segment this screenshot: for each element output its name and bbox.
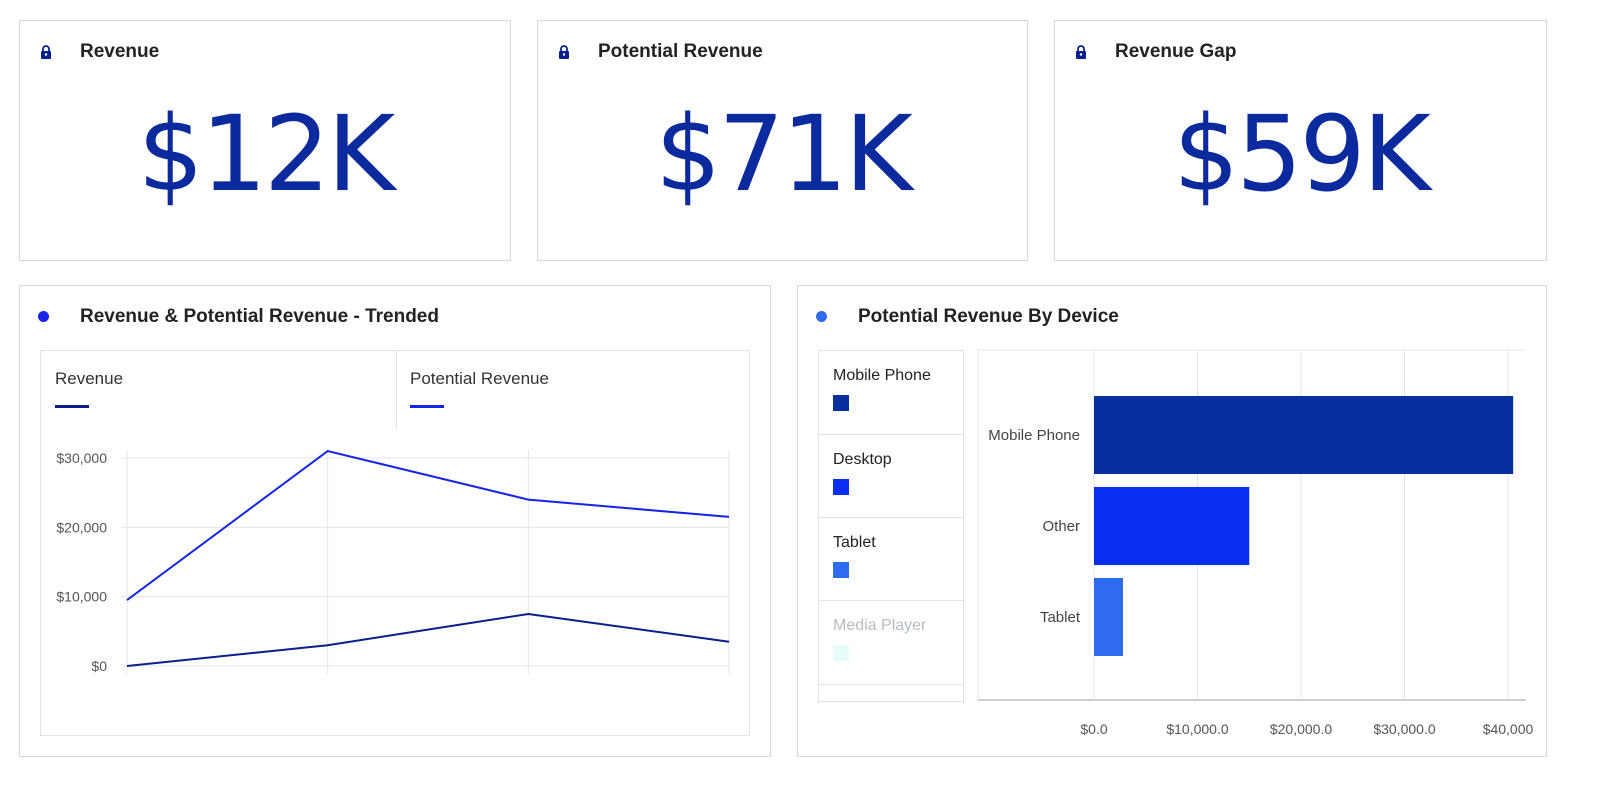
legend-swatch (833, 395, 849, 411)
kpi-title: Revenue (80, 41, 160, 62)
legend-swatch (55, 405, 89, 408)
legend-item-tablet[interactable]: Tablet (819, 518, 963, 601)
legend-divider (818, 701, 964, 702)
legend-item-revenue[interactable]: Revenue (41, 351, 397, 429)
legend-label: Revenue (55, 369, 124, 388)
device-legend: Mobile Phone Desktop Tablet Media Player (818, 350, 964, 704)
kpi-card-revenue-gap: Revenue Gap $59K (1054, 20, 1547, 261)
kpi-value: $71K (655, 93, 913, 215)
category-label: Tablet (1040, 609, 1081, 626)
chart-area: Revenue Potential Revenue (40, 350, 750, 736)
kpi-title: Revenue Gap (1115, 41, 1237, 62)
legend-label: Desktop (833, 451, 892, 468)
y-tick-label: $20,000 (56, 519, 107, 535)
kpi-title: Potential Revenue (598, 41, 763, 62)
kpi-value: $12K (137, 93, 396, 215)
x-tick-label: $20,000.0 (1270, 721, 1332, 737)
y-tick-label: $0 (91, 658, 107, 674)
legend-swatch (833, 479, 849, 495)
legend-swatch (410, 405, 444, 408)
status-dot-icon (816, 311, 827, 322)
bar-mobile-phone (1094, 396, 1514, 474)
bar-other (1094, 487, 1250, 565)
kpi-card-revenue: Revenue $12K (19, 20, 511, 261)
legend-label: Tablet (833, 534, 876, 551)
category-label: Mobile Phone (988, 427, 1080, 444)
legend-swatch (833, 562, 849, 578)
series-line-potential-revenue (126, 449, 730, 601)
series-line-revenue (126, 612, 730, 667)
x-tick-label: $40,000 (1483, 721, 1534, 737)
status-dot-icon (38, 311, 49, 322)
lock-icon (41, 45, 51, 59)
legend-label: Mobile Phone (833, 367, 931, 384)
legend-swatch (833, 645, 849, 661)
bar-tablet (1094, 578, 1123, 656)
y-tick-label: $10,000 (56, 589, 107, 605)
y-tick-label: $30,000 (56, 450, 107, 466)
category-label: Other (1042, 518, 1080, 535)
kpi-value: $59K (1173, 93, 1431, 215)
device-panel: Potential Revenue By Device Mobile Phone… (797, 285, 1547, 757)
legend-label: Potential Revenue (410, 369, 549, 388)
x-tick-label: $0.0 (1080, 721, 1107, 737)
legend-item-desktop[interactable]: Desktop (819, 435, 963, 518)
x-tick-label: $30,000.0 (1373, 721, 1435, 737)
x-tick-label: $10,000.0 (1166, 721, 1228, 737)
legend-label: Media Player (833, 617, 927, 634)
legend-item-mobile-phone[interactable]: Mobile Phone (819, 351, 963, 435)
panel-title: Potential Revenue By Device (858, 306, 1119, 327)
legend-item-potential-revenue[interactable]: Potential Revenue (396, 351, 751, 429)
line-chart: $0 $10,000 $20,000 $30,000 (56, 449, 730, 674)
kpi-card-potential-revenue: Potential Revenue $71K (537, 20, 1028, 261)
lock-icon (559, 45, 569, 59)
lock-icon (1076, 45, 1086, 59)
bar-chart: $0.0 $10,000.0 $20,000.0 $30,000.0 $40,000 Mo… (977, 349, 1534, 737)
legend-item-media-player[interactable]: Media Player (819, 601, 963, 685)
trend-panel: Revenue & Potential Revenue - Trended Re… (19, 285, 771, 757)
panel-title: Revenue & Potential Revenue - Trended (80, 306, 439, 327)
